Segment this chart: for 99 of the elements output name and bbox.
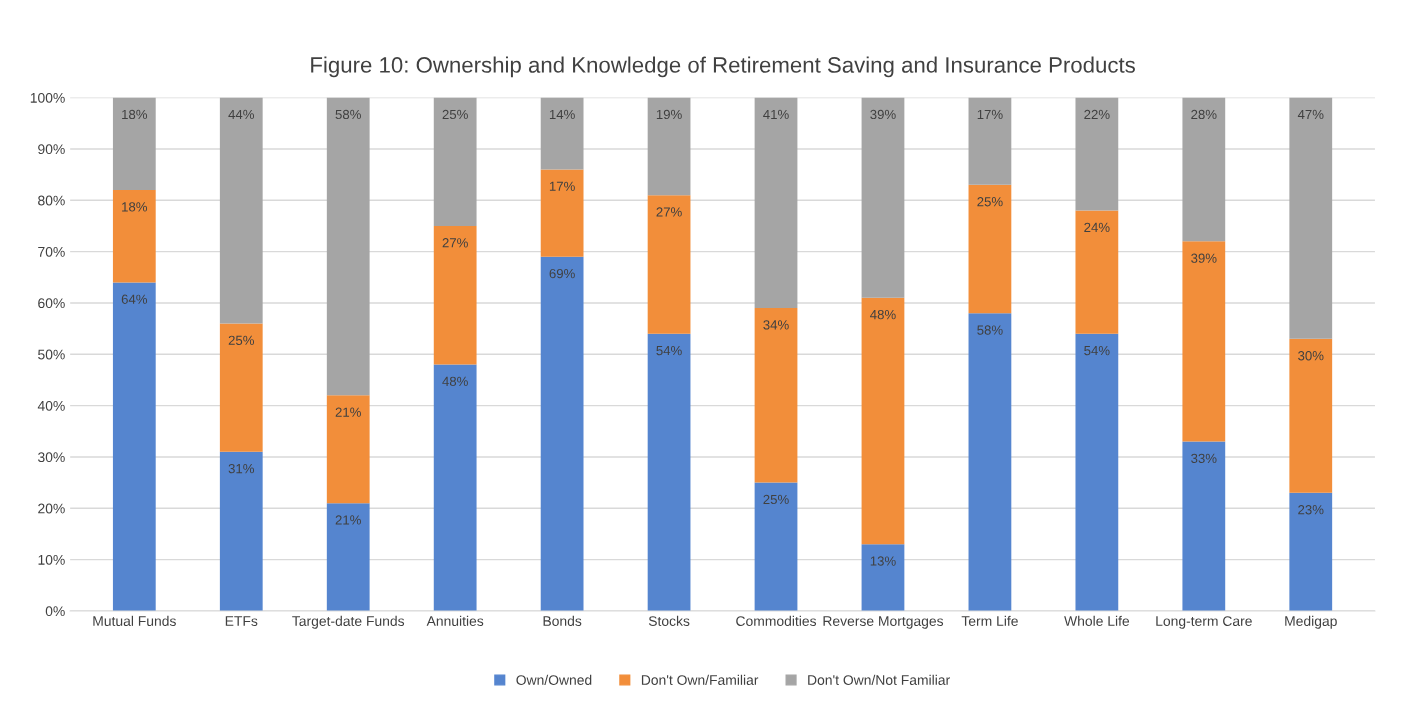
bar <box>1075 97 1119 211</box>
bar <box>647 195 691 334</box>
bar <box>968 313 1012 611</box>
data-label: 54% <box>1084 345 1110 356</box>
x-tick-label: Bonds <box>543 615 582 626</box>
data-label: 24% <box>1084 222 1110 232</box>
data-label: 17% <box>549 181 575 191</box>
bar <box>112 97 156 190</box>
bar <box>219 97 263 324</box>
bar <box>112 190 156 283</box>
bar <box>219 323 263 452</box>
bar <box>754 308 798 483</box>
bar <box>1289 338 1333 493</box>
x-tick-label: Medigap <box>1285 615 1337 629</box>
bar <box>433 364 477 611</box>
x-tick-label: Stocks <box>648 615 690 626</box>
x-tick-label: ETFs <box>225 616 258 626</box>
x-tick-label: Long-term Care <box>1156 616 1252 629</box>
data-label: 22% <box>1084 109 1110 120</box>
bar <box>861 97 905 298</box>
bar <box>1182 441 1226 611</box>
bar <box>219 451 263 611</box>
bar <box>1182 97 1226 242</box>
data-label: 41% <box>763 109 789 120</box>
x-tick-label: Mutual Funds <box>93 615 176 626</box>
data-label: 54% <box>656 345 682 356</box>
legend-label: Don't Own/Familiar <box>641 674 759 685</box>
chart-title: Figure 10: Ownership and Knowledge of Retirement Saving and Insurance Products <box>311 56 1135 78</box>
x-tick-label: Commodities <box>736 615 817 626</box>
data-label: 27% <box>442 238 468 248</box>
data-label: 18% <box>122 109 148 120</box>
y-tick-label: 20% <box>38 503 65 514</box>
x-tick-label: Whole Life <box>1064 615 1130 626</box>
data-label: 64% <box>121 294 148 304</box>
bar <box>540 256 584 611</box>
data-label: 18% <box>122 202 148 212</box>
bar <box>112 282 156 611</box>
data-label: 14% <box>549 109 575 120</box>
bar <box>540 169 584 257</box>
y-tick-label: 60% <box>38 298 65 309</box>
bar <box>861 544 905 611</box>
data-label: 23% <box>1298 505 1324 515</box>
data-label: 25% <box>977 197 1003 207</box>
y-tick-label: 10% <box>38 554 65 565</box>
y-tick-label: 70% <box>38 246 65 257</box>
y-tick-label: 40% <box>37 400 65 411</box>
bar <box>326 395 370 504</box>
y-tick-label: 100% <box>30 92 65 103</box>
bar <box>861 297 905 545</box>
data-label: 13% <box>870 556 896 566</box>
bar <box>1289 492 1333 611</box>
y-tick-label: 50% <box>38 349 65 360</box>
bar <box>326 97 370 396</box>
data-label: 48% <box>442 376 468 387</box>
legend-label: Don't Own/Not Familiar <box>808 674 950 685</box>
data-label: 21% <box>335 515 361 525</box>
x-tick-label: Target-date Funds <box>292 615 405 629</box>
data-label: 25% <box>442 109 468 120</box>
bar <box>1182 241 1226 442</box>
bar <box>968 97 1012 185</box>
data-label: 48% <box>870 309 896 320</box>
data-label: 30% <box>1298 351 1324 361</box>
y-tick-label: 80% <box>38 195 65 206</box>
data-label: 33% <box>1191 453 1217 464</box>
bar <box>1289 97 1333 339</box>
x-tick-label: Annuities <box>426 615 484 626</box>
data-label: 34% <box>763 320 789 330</box>
data-label: 39% <box>1191 253 1217 263</box>
bar <box>433 225 477 365</box>
data-label: 27% <box>656 207 682 217</box>
bar <box>540 97 584 170</box>
y-tick-label: 30% <box>38 452 65 463</box>
bar <box>326 503 370 611</box>
data-label: 44% <box>228 109 255 120</box>
data-label: 25% <box>228 335 255 345</box>
data-label: 17% <box>977 109 1003 120</box>
data-label: 39% <box>870 109 896 120</box>
bar <box>754 482 798 611</box>
legend-label: Own/Owned <box>516 674 592 685</box>
data-label: 69% <box>549 268 575 279</box>
bar <box>968 184 1012 314</box>
bar <box>647 333 691 611</box>
x-tick-label: Reverse Mortgages <box>823 616 944 629</box>
y-tick-label: 90% <box>38 144 65 155</box>
bar <box>1075 210 1119 334</box>
data-label: 21% <box>335 407 361 417</box>
y-tick-label: 0% <box>45 606 65 617</box>
bar <box>1075 333 1119 611</box>
data-label: 28% <box>1191 109 1217 120</box>
data-label: 47% <box>1297 109 1324 120</box>
data-label: 19% <box>656 109 682 120</box>
data-label: 58% <box>335 109 361 120</box>
x-tick-label: Term Life <box>961 615 1018 626</box>
bar <box>433 97 477 226</box>
data-label: 58% <box>977 325 1003 335</box>
data-label: 25% <box>763 494 789 505</box>
bar <box>647 97 691 196</box>
data-label: 31% <box>228 463 255 474</box>
bar <box>754 97 798 309</box>
